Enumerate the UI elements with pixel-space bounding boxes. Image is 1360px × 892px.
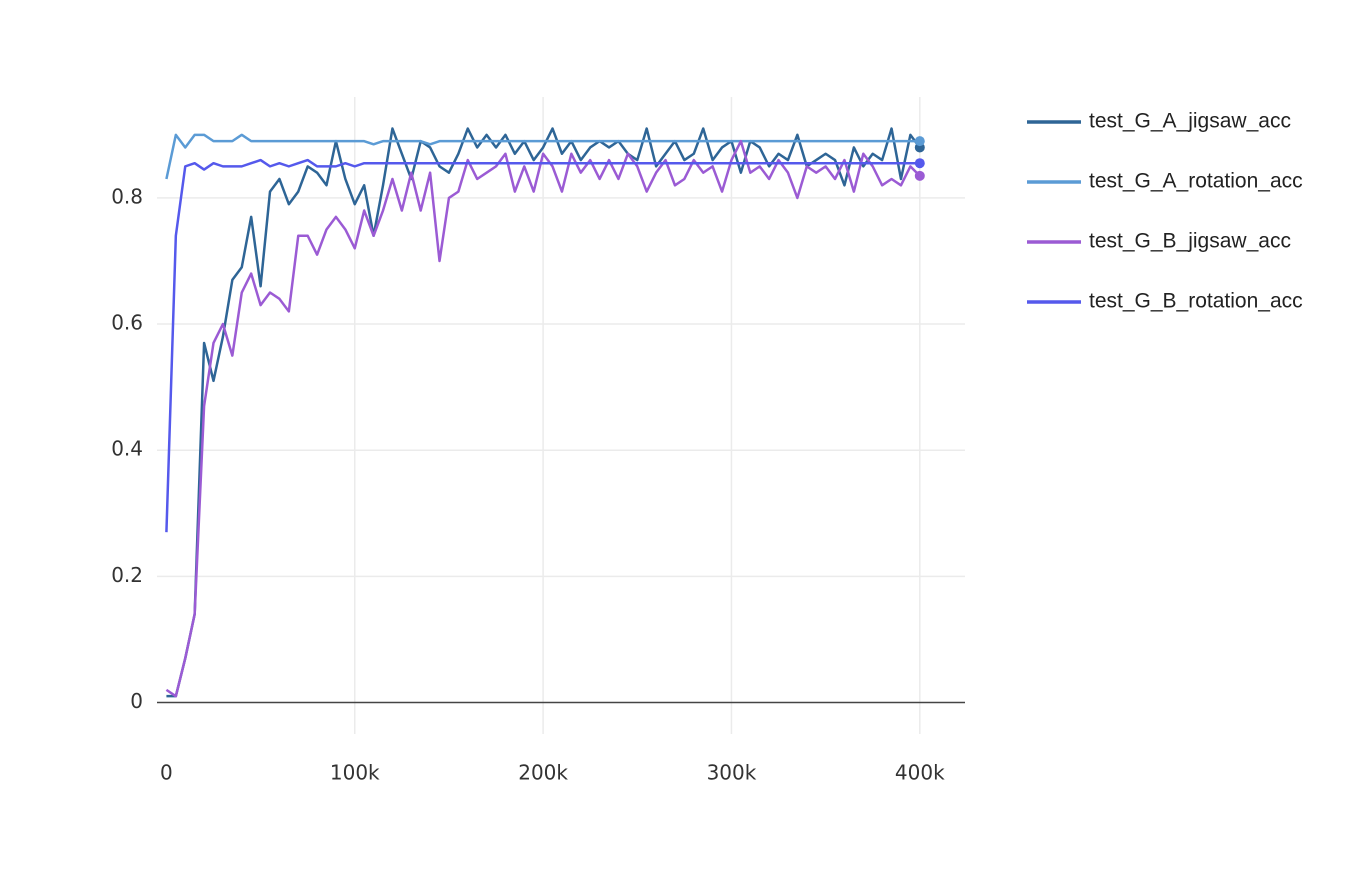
end-marker bbox=[914, 170, 925, 181]
y-tick-label: 0.6 bbox=[111, 311, 143, 335]
series-line bbox=[165, 133, 920, 180]
legend-label: test_G_B_rotation_acc bbox=[1089, 290, 1303, 313]
y-tick-label: 0.2 bbox=[111, 563, 143, 587]
series-line bbox=[165, 139, 921, 698]
y-tick-label: 0.8 bbox=[111, 184, 143, 208]
x-tick-label: 200k bbox=[518, 761, 568, 785]
end-marker bbox=[914, 158, 925, 169]
series-line bbox=[166, 127, 921, 698]
legend-label: test_G_A_rotation_acc bbox=[1089, 170, 1303, 193]
y-tick-label: 0 bbox=[130, 689, 143, 713]
x-tick-label: 100k bbox=[330, 761, 380, 785]
legend-label: test_G_A_jigsaw_acc bbox=[1089, 110, 1291, 133]
legend-label: test_G_B_jigsaw_acc bbox=[1089, 230, 1291, 253]
end-marker bbox=[914, 136, 925, 147]
x-tick-label: 0 bbox=[160, 761, 173, 785]
x-tick-label: 300k bbox=[707, 761, 757, 785]
y-tick-label: 0.4 bbox=[111, 437, 143, 461]
x-tick-label: 400k bbox=[895, 761, 945, 785]
series-line bbox=[165, 158, 920, 533]
